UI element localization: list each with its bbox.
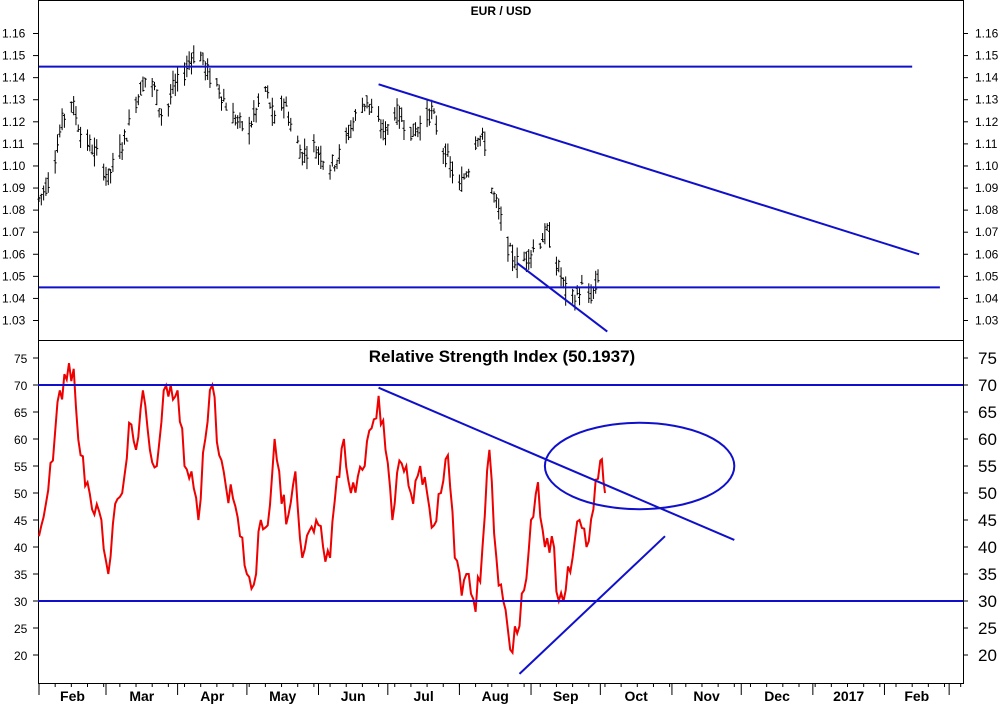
price-ytick-right-label: 1.04 <box>975 291 999 305</box>
rsi-ytick-right-label: 45 <box>978 511 997 530</box>
rsi-ytick-left-label: 40 <box>14 541 28 555</box>
rsi-y-axis-left: 20 25 30 35 40 45 50 55 60 65 70 75 <box>14 352 38 663</box>
price-ytick-right-label: 1.05 <box>975 269 999 283</box>
rsi-ytick-left-label: 45 <box>14 514 28 528</box>
rsi-ytick-left-label: 65 <box>14 406 28 420</box>
x-month-label: Aug <box>482 688 509 704</box>
price-y-axis-right: 1.03 1.04 1.05 1.06 1.07 1.08 1.09 1.10 1.11 1.12… <box>963 27 999 328</box>
price-ytick-right-label: 1.16 <box>975 27 999 41</box>
price-ytick-left-label: 1.11 <box>2 137 25 151</box>
x-month-label: Dec <box>764 688 790 704</box>
x-month-label: Jul <box>413 688 433 704</box>
price-panel-frame <box>38 0 964 341</box>
price-ytick-right-label: 1.12 <box>975 115 999 129</box>
rsi-ytick-right-label: 40 <box>978 538 997 557</box>
rsi-ytick-left-label: 25 <box>14 622 28 636</box>
x-month-label: Apr <box>200 688 225 704</box>
price-trendline <box>516 262 608 333</box>
price-annotations <box>39 65 940 333</box>
price-ytick-left-label: 1.14 <box>2 71 26 85</box>
price-ytick-left-label: 1.12 <box>2 115 26 129</box>
rsi-highlight-ellipse <box>543 421 736 511</box>
rsi-ytick-left-label: 35 <box>14 568 28 582</box>
x-month-label: Feb <box>904 688 929 704</box>
price-ytick-left-label: 1.16 <box>2 27 26 41</box>
x-month-label: 2017 <box>833 688 864 704</box>
price-ytick-left-label: 1.09 <box>2 181 26 195</box>
price-ytick-left-label: 1.13 <box>2 93 26 107</box>
rsi-ytick-right-label: 75 <box>978 349 997 368</box>
price-ytick-left-label: 1.04 <box>2 291 26 305</box>
rsi-ytick-right-label: 55 <box>978 457 997 476</box>
price-ytick-left-label: 1.03 <box>2 314 26 328</box>
price-ytick-left-label: 1.07 <box>2 225 26 239</box>
x-axis: Feb Mar Apr May Jun Jul Aug Sep Oct Nov Dec 2017 Feb <box>38 683 962 704</box>
price-ytick-left-label: 1.15 <box>2 49 26 63</box>
rsi-ytick-left-label: 55 <box>14 460 28 474</box>
price-ytick-right-label: 1.07 <box>975 225 999 239</box>
price-ytick-left-label: 1.06 <box>2 247 26 261</box>
x-month-label: Nov <box>693 688 720 704</box>
rsi-ytick-right-label: 50 <box>978 484 997 503</box>
price-ytick-right-label: 1.10 <box>975 159 999 173</box>
price-ytick-right-label: 1.11 <box>975 137 998 151</box>
rsi-series <box>38 363 606 656</box>
price-ytick-right-label: 1.14 <box>975 71 999 85</box>
rsi-ytick-left-label: 20 <box>14 649 28 663</box>
price-chart-title: EUR / USD <box>471 4 532 18</box>
price-ohlc-series <box>37 45 600 311</box>
rsi-trendline <box>378 386 735 541</box>
x-month-label: May <box>269 688 296 704</box>
rsi-ytick-left-label: 70 <box>14 379 28 393</box>
rsi-ytick-right-label: 25 <box>978 619 997 638</box>
rsi-ytick-right-label: 65 <box>978 403 997 422</box>
price-ytick-right-label: 1.06 <box>975 247 999 261</box>
rsi-y-axis-right: 20 25 30 35 40 45 50 55 60 65 70 75 <box>963 349 997 665</box>
x-month-label: Sep <box>553 688 579 704</box>
price-ytick-left-label: 1.10 <box>2 159 26 173</box>
rsi-ytick-left-label: 75 <box>14 352 28 366</box>
rsi-panel-frame <box>38 340 964 684</box>
price-trendline <box>378 83 920 256</box>
x-month-label: Jun <box>341 688 366 704</box>
price-ytick-right-label: 1.09 <box>975 181 999 195</box>
x-month-label: Feb <box>60 688 85 704</box>
x-month-label: Mar <box>129 688 154 704</box>
price-y-axis-left: 1.03 1.04 1.05 1.06 1.07 1.08 1.09 1.10 1.11 1.12… <box>2 27 38 328</box>
rsi-ytick-left-label: 50 <box>14 487 28 501</box>
rsi-annotations <box>38 384 963 675</box>
price-ytick-right-label: 1.15 <box>975 49 999 63</box>
x-month-label: Oct <box>624 688 648 704</box>
rsi-ytick-right-label: 30 <box>978 592 997 611</box>
rsi-chart-title: Relative Strength Index (50.1937) <box>369 347 635 366</box>
price-ytick-left-label: 1.05 <box>2 269 26 283</box>
price-ytick-left-label: 1.08 <box>2 203 26 217</box>
price-ytick-right-label: 1.08 <box>975 203 999 217</box>
rsi-ytick-left-label: 60 <box>14 433 28 447</box>
rsi-ytick-right-label: 70 <box>978 376 997 395</box>
price-ytick-right-label: 1.13 <box>975 93 999 107</box>
rsi-ytick-left-label: 30 <box>14 595 28 609</box>
rsi-trendline <box>518 535 666 675</box>
price-ytick-right-label: 1.03 <box>975 314 999 328</box>
rsi-ytick-right-label: 35 <box>978 565 997 584</box>
rsi-ytick-right-label: 60 <box>978 430 997 449</box>
rsi-ytick-right-label: 20 <box>978 646 997 665</box>
rsi-line <box>38 363 606 656</box>
